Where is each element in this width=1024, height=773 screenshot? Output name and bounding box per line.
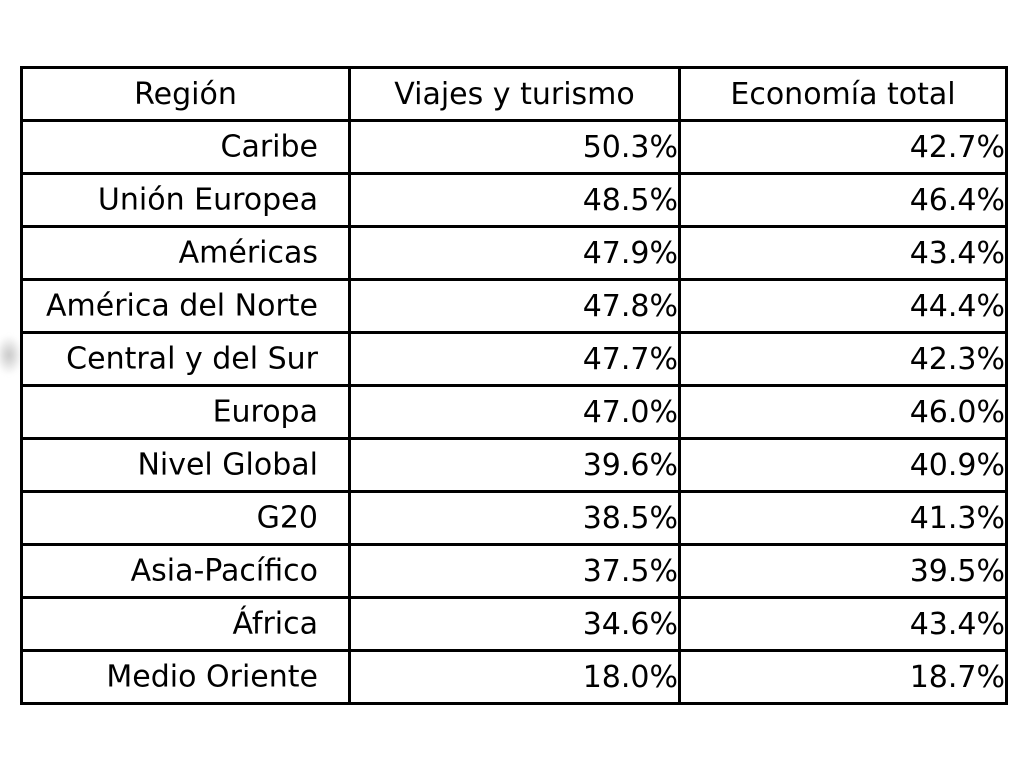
region-label: Américas: [178, 235, 318, 271]
region-label: América del Norte: [45, 288, 318, 324]
table-row: Europa 47.0% 46.0%: [20, 384, 1008, 440]
table-row: Medio Oriente 18.0% 18.7%: [20, 649, 1008, 705]
region-cell: Europa: [20, 384, 351, 440]
economy-value-cell: 43.4%: [678, 596, 1008, 652]
table-row: G20 38.5% 41.3%: [20, 490, 1008, 546]
region-label: Medio Oriente: [106, 659, 318, 695]
region-cell: Nivel Global: [20, 437, 351, 493]
watermark-smudge: [0, 336, 22, 374]
table-row: Caribe 50.3% 42.7%: [20, 119, 1008, 175]
region-cell: Asia-Pacífico: [20, 543, 351, 599]
travel-value-cell: 47.9%: [348, 225, 681, 281]
economy-value-cell: 41.3%: [678, 490, 1008, 546]
region-cell: G20: [20, 490, 351, 546]
travel-value-cell: 39.6%: [348, 437, 681, 493]
table-row: América del Norte 47.8% 44.4%: [20, 278, 1008, 334]
region-label: G20: [256, 500, 318, 536]
travel-value-cell: 34.6%: [348, 596, 681, 652]
table-row: Central y del Sur 47.7% 42.3%: [20, 331, 1008, 387]
region-cell: América del Norte: [20, 278, 351, 334]
region-cell: África: [20, 596, 351, 652]
table-row: Américas 47.9% 43.4%: [20, 225, 1008, 281]
economy-value-cell: 39.5%: [678, 543, 1008, 599]
travel-value-cell: 38.5%: [348, 490, 681, 546]
economy-value-cell: 18.7%: [678, 649, 1008, 705]
region-label: África: [232, 606, 318, 642]
travel-value-cell: 18.0%: [348, 649, 681, 705]
economy-value-cell: 44.4%: [678, 278, 1008, 334]
region-cell: Américas: [20, 225, 351, 281]
economy-value-cell: 43.4%: [678, 225, 1008, 281]
region-label: Central y del Sur: [66, 341, 318, 377]
economy-value-cell: 42.7%: [678, 119, 1008, 175]
region-cell: Unión Europea: [20, 172, 351, 228]
region-label: Asia-Pacífico: [130, 553, 318, 589]
economy-value-cell: 42.3%: [678, 331, 1008, 387]
economy-value-cell: 40.9%: [678, 437, 1008, 493]
travel-value-cell: 50.3%: [348, 119, 681, 175]
travel-value-cell: 48.5%: [348, 172, 681, 228]
economy-value-cell: 46.0%: [678, 384, 1008, 440]
table-row: Unión Europea 48.5% 46.4%: [20, 172, 1008, 228]
table-header-row: Región Viajes y turismo Economía total: [20, 66, 1008, 122]
column-header-total-economy: Economía total: [678, 66, 1008, 122]
region-cell: Medio Oriente: [20, 649, 351, 705]
region-label: Nivel Global: [137, 447, 318, 483]
region-label: Unión Europea: [97, 182, 318, 218]
travel-value-cell: 47.8%: [348, 278, 681, 334]
regions-percentage-table: Región Viajes y turismo Economía total C…: [20, 66, 1008, 705]
region-cell: Central y del Sur: [20, 331, 351, 387]
travel-value-cell: 47.7%: [348, 331, 681, 387]
table-row: África 34.6% 43.4%: [20, 596, 1008, 652]
travel-value-cell: 37.5%: [348, 543, 681, 599]
region-cell: Caribe: [20, 119, 351, 175]
table-row: Asia-Pacífico 37.5% 39.5%: [20, 543, 1008, 599]
column-header-travel-tourism: Viajes y turismo: [348, 66, 681, 122]
table-row: Nivel Global 39.6% 40.9%: [20, 437, 1008, 493]
region-label: Caribe: [220, 129, 319, 165]
region-label: Europa: [212, 394, 318, 430]
economy-value-cell: 46.4%: [678, 172, 1008, 228]
travel-value-cell: 47.0%: [348, 384, 681, 440]
column-header-region: Región: [20, 66, 351, 122]
